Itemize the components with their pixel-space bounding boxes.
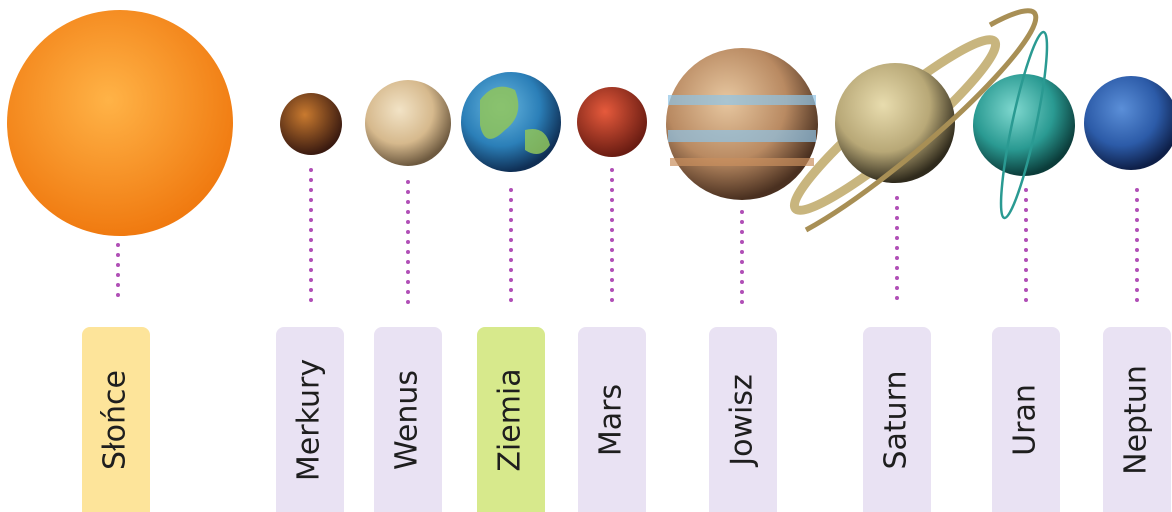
label-box [82, 327, 150, 512]
uranus-ring [999, 30, 1049, 220]
label: Jowisz [725, 374, 760, 467]
mars [577, 87, 647, 157]
label-box [276, 327, 344, 512]
label: Mars [594, 384, 629, 456]
sun [7, 10, 233, 236]
label: Wenus [390, 370, 425, 470]
saturn [835, 63, 955, 183]
label: Uran [1008, 384, 1043, 456]
mercury [280, 93, 342, 155]
label: Słońce [98, 370, 133, 470]
label: Neptun [1119, 365, 1154, 475]
labels: Słońce Merkury Wenus Ziemia Mars Jowisz Saturn… [82, 327, 1171, 512]
neptune [1084, 76, 1172, 170]
jupiter [666, 48, 818, 200]
label: Saturn [879, 370, 914, 469]
label-box [578, 327, 646, 512]
connectors [116, 168, 1139, 307]
earth-land [480, 86, 550, 154]
uranus [973, 74, 1075, 176]
label: Ziemia [493, 368, 528, 471]
label: Merkury [292, 359, 327, 481]
label-box [863, 327, 931, 512]
jupiter-bands [668, 95, 816, 166]
label-box [1103, 327, 1171, 512]
saturn-ring-front [804, 8, 1039, 233]
label-box [477, 327, 545, 512]
label-box [992, 327, 1060, 512]
label-box [709, 327, 777, 512]
planets [7, 8, 1172, 236]
venus [365, 80, 451, 166]
label-box [374, 327, 442, 512]
